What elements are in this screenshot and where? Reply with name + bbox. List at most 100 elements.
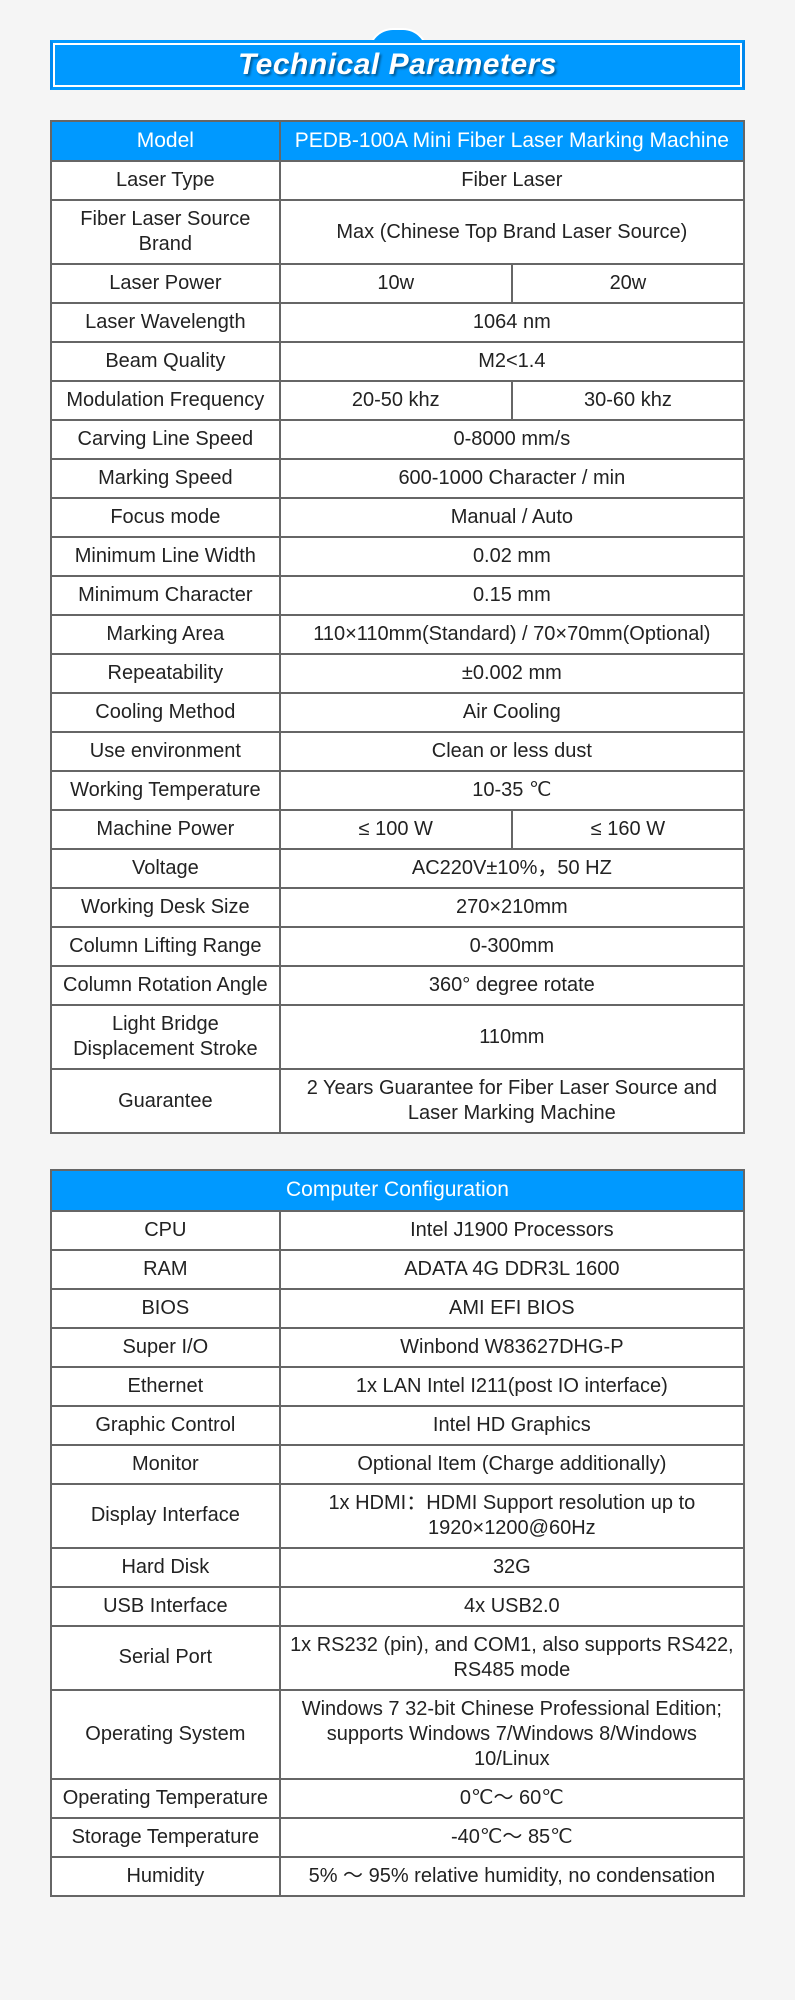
table-row: BIOSAMI EFI BIOS	[51, 1289, 744, 1328]
table-row: Beam QualityM2<1.4	[51, 342, 744, 381]
spec-label: Beam Quality	[51, 342, 280, 381]
spec-value: 1x LAN Intel I211(post IO interface)	[280, 1367, 744, 1406]
spec-label: Minimum Line Width	[51, 537, 280, 576]
spec-label: Repeatability	[51, 654, 280, 693]
spec-label: Fiber Laser Source Brand	[51, 200, 280, 264]
spec-value: Windows 7 32-bit Chinese Professional Ed…	[280, 1690, 744, 1779]
spec-value: Clean or less dust	[280, 732, 744, 771]
table-row: Machine Power≤ 100 W≤ 160 W	[51, 810, 744, 849]
table-row: Laser TypeFiber Laser	[51, 161, 744, 200]
spec-label: Display Interface	[51, 1484, 280, 1548]
spec-label: Marking Speed	[51, 459, 280, 498]
table-row: Focus modeManual / Auto	[51, 498, 744, 537]
spec-value: 0-300mm	[280, 927, 744, 966]
spec-label: Focus mode	[51, 498, 280, 537]
spec-label: Working Desk Size	[51, 888, 280, 927]
spec-label: Voltage	[51, 849, 280, 888]
table-row: Marking Speed600-1000 Character / min	[51, 459, 744, 498]
spec-value: 10-35 ℃	[280, 771, 744, 810]
spec-label: Super I/O	[51, 1328, 280, 1367]
table-row: Cooling MethodAir Cooling	[51, 693, 744, 732]
spec-label: Serial Port	[51, 1626, 280, 1690]
spec-value: -40℃～ 85℃	[280, 1818, 744, 1857]
spec-value: Air Cooling	[280, 693, 744, 732]
table-row: Storage Temperature-40℃～ 85℃	[51, 1818, 744, 1857]
spec-value: 32G	[280, 1548, 744, 1587]
spec-label: Modulation Frequency	[51, 381, 280, 420]
spec-value: 360° degree rotate	[280, 966, 744, 1005]
spec-label: Column Rotation Angle	[51, 966, 280, 1005]
spec-value: 0℃～ 60℃	[280, 1779, 744, 1818]
computer-config-header: Computer Configuration	[51, 1170, 744, 1210]
spec-value: 0.02 mm	[280, 537, 744, 576]
table-row: Operating Temperature0℃～ 60℃	[51, 1779, 744, 1818]
spec-value: AMI EFI BIOS	[280, 1289, 744, 1328]
spec-value-left: 10w	[280, 264, 512, 303]
spec-value: Manual / Auto	[280, 498, 744, 537]
table-row: Laser Power10w20w	[51, 264, 744, 303]
spec-value: 270×210mm	[280, 888, 744, 927]
spec-value: ADATA 4G DDR3L 1600	[280, 1250, 744, 1289]
spec-label: Laser Power	[51, 264, 280, 303]
spec-label: RAM	[51, 1250, 280, 1289]
spec-value: ±0.002 mm	[280, 654, 744, 693]
spec-label: Carving Line Speed	[51, 420, 280, 459]
spec-value: 600-1000 Character / min	[280, 459, 744, 498]
spec-label: Column Lifting Range	[51, 927, 280, 966]
spec-label: Use environment	[51, 732, 280, 771]
spec-label: Monitor	[51, 1445, 280, 1484]
spec-value: 2 Years Guarantee for Fiber Laser Source…	[280, 1069, 744, 1133]
table-row: Super I/OWinbond W83627DHG-P	[51, 1328, 744, 1367]
spec-value: 4x USB2.0	[280, 1587, 744, 1626]
spec-label: BIOS	[51, 1289, 280, 1328]
spec-value: Max (Chinese Top Brand Laser Source)	[280, 200, 744, 264]
table-row: Column Rotation Angle360° degree rotate	[51, 966, 744, 1005]
spec-label: Marking Area	[51, 615, 280, 654]
spec-label: Working Temperature	[51, 771, 280, 810]
spec-value: Intel J1900 Processors	[280, 1211, 744, 1250]
table-row: Carving Line Speed0-8000 mm/s	[51, 420, 744, 459]
spec-value-right: ≤ 160 W	[512, 810, 744, 849]
page-title-bar: Technical Parameters	[50, 40, 745, 90]
table-row: Working Desk Size270×210mm	[51, 888, 744, 927]
model-value: PEDB-100A Mini Fiber Laser Marking Machi…	[280, 121, 744, 161]
table-row: VoltageAC220V±10%，50 HZ	[51, 849, 744, 888]
table-row: Fiber Laser Source BrandMax (Chinese Top…	[51, 200, 744, 264]
table-row: Serial Port1x RS232 (pin), and COM1, als…	[51, 1626, 744, 1690]
spec-value-left: 20-50 khz	[280, 381, 512, 420]
spec-value: Fiber Laser	[280, 161, 744, 200]
spec-label: Graphic Control	[51, 1406, 280, 1445]
table-row: Working Temperature10-35 ℃	[51, 771, 744, 810]
spec-value: 5% ～ 95% relative humidity, no condensat…	[280, 1857, 744, 1896]
table-row: Operating SystemWindows 7 32-bit Chinese…	[51, 1690, 744, 1779]
spec-label: Humidity	[51, 1857, 280, 1896]
model-header: Model	[51, 121, 280, 161]
spec-label: Operating System	[51, 1690, 280, 1779]
table-row: MonitorOptional Item (Charge additionall…	[51, 1445, 744, 1484]
title-background: Technical Parameters	[50, 40, 745, 90]
spec-label: USB Interface	[51, 1587, 280, 1626]
spec-value: 110×110mm(Standard) / 70×70mm(Optional)	[280, 615, 744, 654]
table-row: Display Interface1x HDMI：HDMI Support re…	[51, 1484, 744, 1548]
spec-value: 110mm	[280, 1005, 744, 1069]
table-row: Column Lifting Range0-300mm	[51, 927, 744, 966]
spec-value: Winbond W83627DHG-P	[280, 1328, 744, 1367]
table-row: Ethernet1x LAN Intel I211(post IO interf…	[51, 1367, 744, 1406]
table-row: Hard Disk32G	[51, 1548, 744, 1587]
spec-label: CPU	[51, 1211, 280, 1250]
table-row: RAMADATA 4G DDR3L 1600	[51, 1250, 744, 1289]
table-row: Minimum Line Width0.02 mm	[51, 537, 744, 576]
spec-label: Machine Power	[51, 810, 280, 849]
spec-value: AC220V±10%，50 HZ	[280, 849, 744, 888]
spec-label: Laser Type	[51, 161, 280, 200]
spec-label: Laser Wavelength	[51, 303, 280, 342]
spec-value-right: 20w	[512, 264, 744, 303]
page-title: Technical Parameters	[238, 48, 557, 82]
spec-value-left: ≤ 100 W	[280, 810, 512, 849]
spec-label: Storage Temperature	[51, 1818, 280, 1857]
table-row: Repeatability±0.002 mm	[51, 654, 744, 693]
table-row: Modulation Frequency20-50 khz30-60 khz	[51, 381, 744, 420]
spec-label: Hard Disk	[51, 1548, 280, 1587]
computer-configuration-table: Computer ConfigurationCPUIntel J1900 Pro…	[50, 1169, 745, 1896]
table-row: CPUIntel J1900 Processors	[51, 1211, 744, 1250]
